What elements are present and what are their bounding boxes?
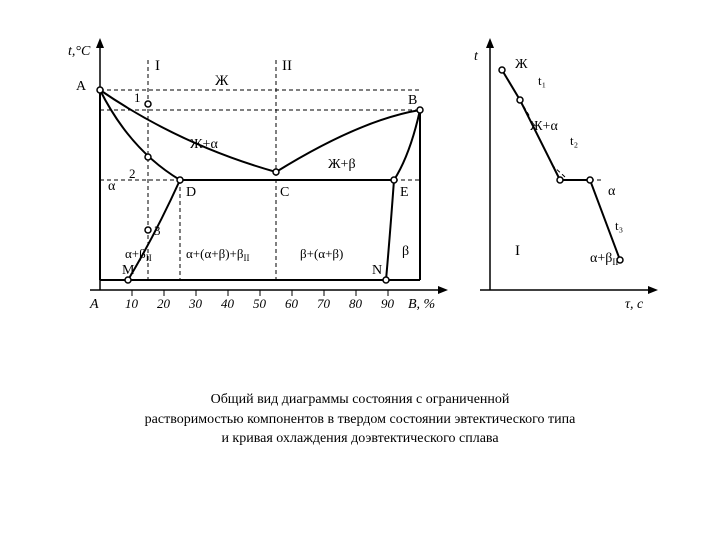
xtick-10: 10: [125, 296, 139, 311]
point-A: A: [76, 79, 87, 94]
xtick-70: 70: [317, 296, 331, 311]
region-la: Ж+α: [190, 137, 218, 152]
xtick-30: 30: [188, 296, 203, 311]
xtick-80: 80: [349, 296, 363, 311]
xtick-40: 40: [221, 296, 235, 311]
alloy-I: I: [155, 58, 160, 74]
cc-I: I: [515, 243, 520, 259]
phase-diagram-svg: t,°C A B D C E M N I II 1 2 3 Ж Ж+α Ж+β …: [60, 30, 660, 330]
point-N: N: [372, 263, 382, 278]
x-left: A: [89, 297, 99, 312]
cc-ab2: α+βII: [590, 251, 618, 267]
diagram-container: t,°C A B D C E M N I II 1 2 3 Ж Ж+α Ж+β …: [60, 30, 660, 335]
x-right: B, %: [408, 297, 435, 312]
region-beta: β: [402, 244, 409, 259]
cc-t2: t₂: [570, 133, 578, 148]
cc-liquid: Ж: [515, 57, 528, 72]
pt2: 2: [129, 166, 136, 181]
xtick-90: 90: [381, 296, 395, 311]
region-liquid: Ж: [215, 73, 229, 89]
region-aab-b2: α+(α+β)+βII: [186, 246, 250, 263]
point-B: B: [408, 93, 417, 108]
point-M: M: [122, 263, 135, 278]
cc-t3: t₃: [615, 218, 623, 233]
cooling-curve: t τ, c Ж t₁ Ж+α t₂ α t₃ I α+βII: [474, 38, 658, 312]
point-E: E: [400, 185, 409, 200]
y-axis-label: t,°C: [68, 44, 91, 59]
region-lb: Ж+β: [328, 157, 356, 172]
phase-diagram: t,°C A B D C E M N I II 1 2 3 Ж Ж+α Ж+β …: [68, 38, 448, 312]
cc-alpha: α: [608, 184, 616, 199]
cc-xlabel: τ, c: [625, 297, 644, 312]
point-C: C: [280, 185, 289, 200]
point-D: D: [186, 185, 196, 200]
pt1: 1: [134, 90, 141, 105]
cc-ylabel: t: [474, 49, 479, 64]
caption-line3: и кривая охлаждения доэвтектического спл…: [221, 431, 498, 446]
caption-line2: растворимостью компонентов в твердом сос…: [145, 412, 576, 427]
caption-line1: Общий вид диаграммы состояния с ограниче…: [211, 392, 510, 407]
cc-la: Ж+α: [530, 119, 558, 134]
alloy-II: II: [282, 58, 292, 74]
region-bab: β+(α+β): [300, 246, 343, 261]
pt3: 3: [154, 223, 161, 238]
region-alpha: α: [108, 179, 116, 194]
xtick-60: 60: [285, 296, 299, 311]
xtick-20: 20: [157, 296, 171, 311]
region-ab2: α+βII: [125, 246, 152, 263]
xtick-50: 50: [253, 296, 267, 311]
cc-t1: t₁: [538, 73, 546, 88]
caption: Общий вид диаграммы состояния с ограниче…: [40, 390, 680, 449]
